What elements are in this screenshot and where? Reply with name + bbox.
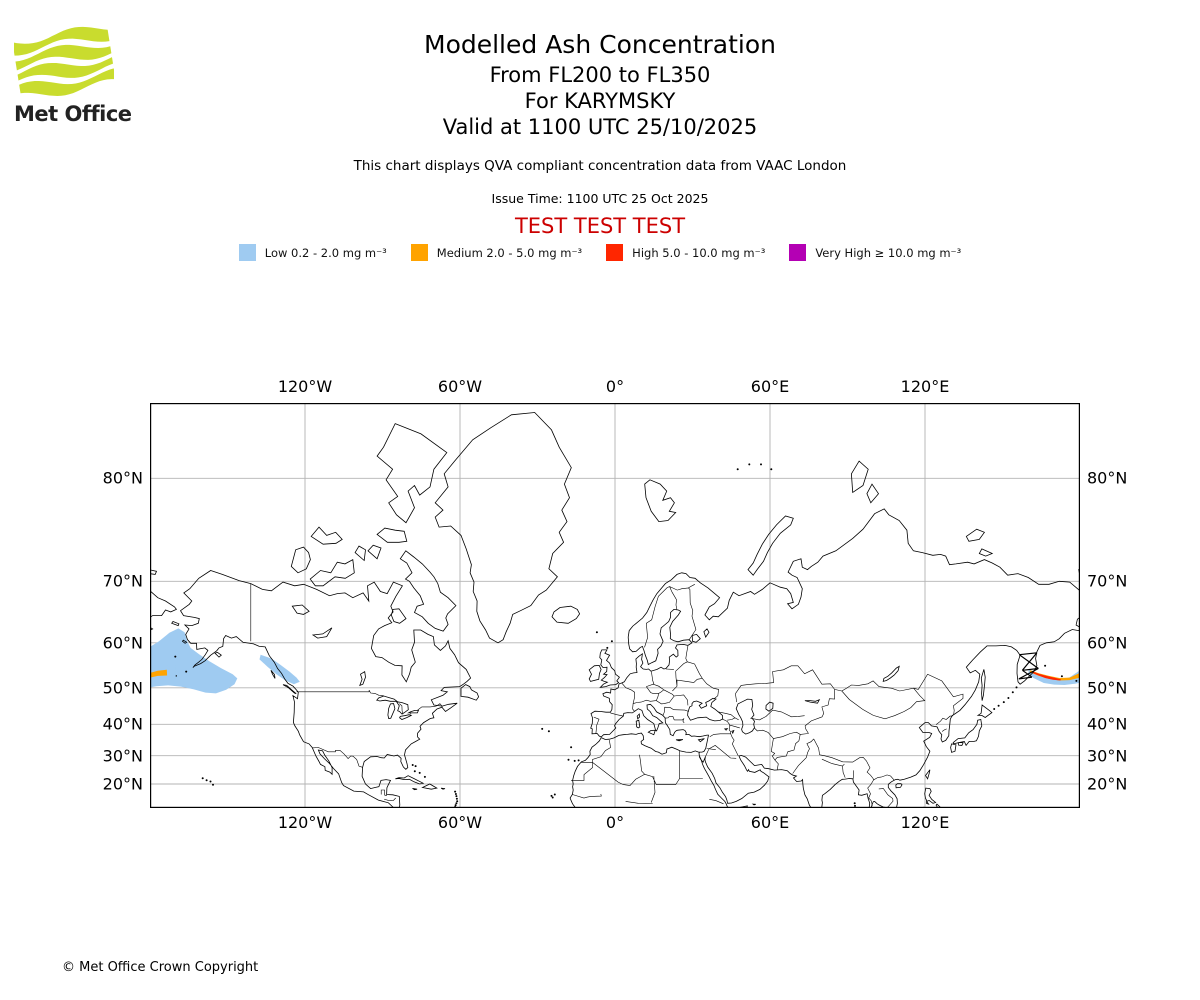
legend-item-1: Medium 2.0 - 5.0 mg m⁻³ — [410, 244, 583, 261]
x-tick-bottom: 120°W — [277, 813, 333, 832]
x-tick-bottom: 60°W — [437, 813, 483, 832]
legend-item-0: Low 0.2 - 2.0 mg m⁻³ — [238, 244, 387, 261]
y-tick-right: 70°N — [1087, 571, 1128, 591]
y-tick-right: 30°N — [1087, 746, 1128, 766]
legend-label-3: Very High ≥ 10.0 mg m⁻³ — [815, 245, 962, 260]
x-tick-top: 60°E — [750, 377, 790, 396]
country-borders — [250, 583, 964, 808]
legend-swatch-1 — [410, 244, 428, 261]
y-tick-right: 80°N — [1087, 468, 1128, 488]
ash-area-medium — [150, 669, 168, 678]
y-tick-left: 60°N — [102, 633, 143, 653]
legend-swatch-0 — [238, 244, 256, 261]
copyright: © Met Office Crown Copyright — [62, 960, 259, 975]
map — [149, 402, 1081, 812]
y-tick-left: 50°N — [102, 678, 143, 698]
met-office-waves-icon — [12, 26, 116, 96]
legend-item-2: High 5.0 - 10.0 mg m⁻³ — [606, 244, 765, 261]
legend-swatch-3 — [789, 244, 807, 261]
subtitle-valid-time: Valid at 1100 UTC 25/10/2025 — [442, 115, 758, 139]
x-tick-top: 120°E — [900, 377, 950, 396]
map-svg — [149, 402, 1081, 809]
x-tick-top: 120°W — [277, 377, 333, 396]
y-tick-left: 20°N — [102, 774, 143, 794]
y-tick-right: 20°N — [1087, 774, 1128, 794]
issue-time: Issue Time: 1100 UTC 25 Oct 2025 — [491, 191, 709, 206]
ash-area-low — [259, 654, 300, 685]
legend-swatch-2 — [606, 244, 624, 261]
ash-area-high — [1031, 671, 1061, 681]
coastlines — [150, 569, 178, 631]
legend-item-3: Very High ≥ 10.0 mg m⁻³ — [789, 244, 961, 261]
volcano-source-marker — [1018, 652, 1039, 680]
qva-note: This chart displays QVA compliant concen… — [353, 158, 847, 174]
legend-label-1: Medium 2.0 - 5.0 mg m⁻³ — [436, 245, 583, 260]
ash-area-medium — [1029, 670, 1080, 681]
met-office-logo: Met Office — [12, 26, 134, 126]
x-tick-bottom: 120°E — [900, 813, 950, 832]
y-tick-right: 60°N — [1087, 633, 1128, 653]
x-tick-top: 0° — [605, 377, 625, 396]
met-office-logo-text: Met Office — [14, 102, 132, 126]
y-tick-left: 70°N — [102, 571, 143, 591]
subtitle-volcano: For KARYMSKY — [524, 89, 676, 113]
subtitle-flight-levels: From FL200 to FL350 — [489, 63, 711, 87]
y-tick-right: 50°N — [1087, 678, 1128, 698]
y-tick-right: 40°N — [1087, 714, 1128, 734]
gridlines — [150, 403, 1080, 808]
ash-area-low — [1028, 669, 1080, 685]
x-tick-bottom: 60°E — [750, 813, 790, 832]
legend-label-0: Low 0.2 - 2.0 mg m⁻³ — [264, 245, 387, 260]
y-tick-left: 30°N — [102, 746, 143, 766]
legend-label-2: High 5.0 - 10.0 mg m⁻³ — [632, 245, 766, 260]
test-banner: TEST TEST TEST — [514, 214, 686, 238]
coastlines — [171, 412, 1080, 808]
legend: Low 0.2 - 2.0 mg m⁻³ Medium 2.0 - 5.0 mg … — [0, 244, 1200, 261]
y-tick-left: 80°N — [102, 468, 143, 488]
y-tick-left: 40°N — [102, 714, 143, 734]
page-title: Modelled Ash Concentration — [424, 30, 776, 59]
x-tick-bottom: 0° — [605, 813, 625, 832]
x-tick-top: 60°W — [437, 377, 483, 396]
